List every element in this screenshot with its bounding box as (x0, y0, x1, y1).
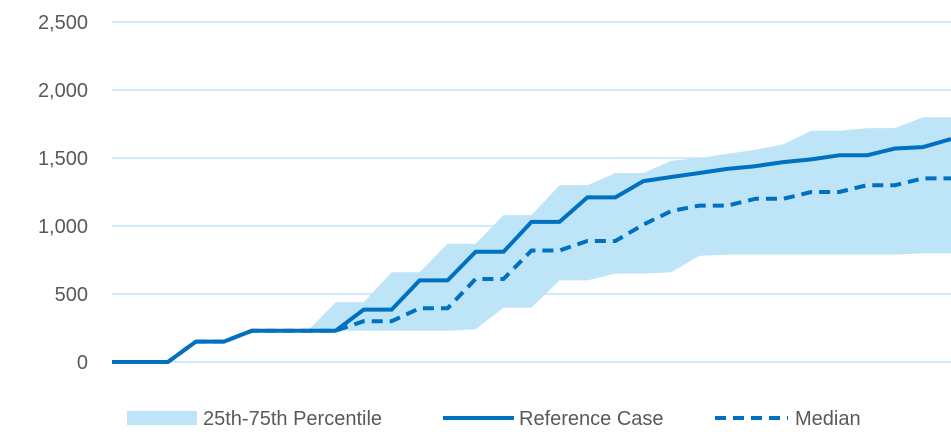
legend-swatch-25th-75th-percentile (127, 411, 197, 425)
legend-label-median: Median (795, 408, 861, 430)
legend: 25th-75th Percentile Reference Case Median (127, 408, 861, 430)
band-percentile-25-75 (112, 117, 951, 362)
series-line-median (112, 176, 951, 364)
y-tick-labels: 0 500 1,000 1,500 2,000 2,500 (38, 12, 88, 374)
legend-label-25th-75th-percentile: 25th-75th Percentile (203, 408, 382, 430)
legend-label-reference-case: Reference Case (519, 408, 664, 430)
y-tick-label: 0 (77, 352, 88, 374)
y-tick-label: 2,500 (38, 12, 88, 34)
y-tick-label: 2,000 (38, 80, 88, 102)
y-tick-label: 1,500 (38, 148, 88, 170)
plot-area (112, 117, 951, 364)
y-tick-label: 500 (55, 284, 88, 306)
y-tick-label: 1,000 (38, 216, 88, 238)
